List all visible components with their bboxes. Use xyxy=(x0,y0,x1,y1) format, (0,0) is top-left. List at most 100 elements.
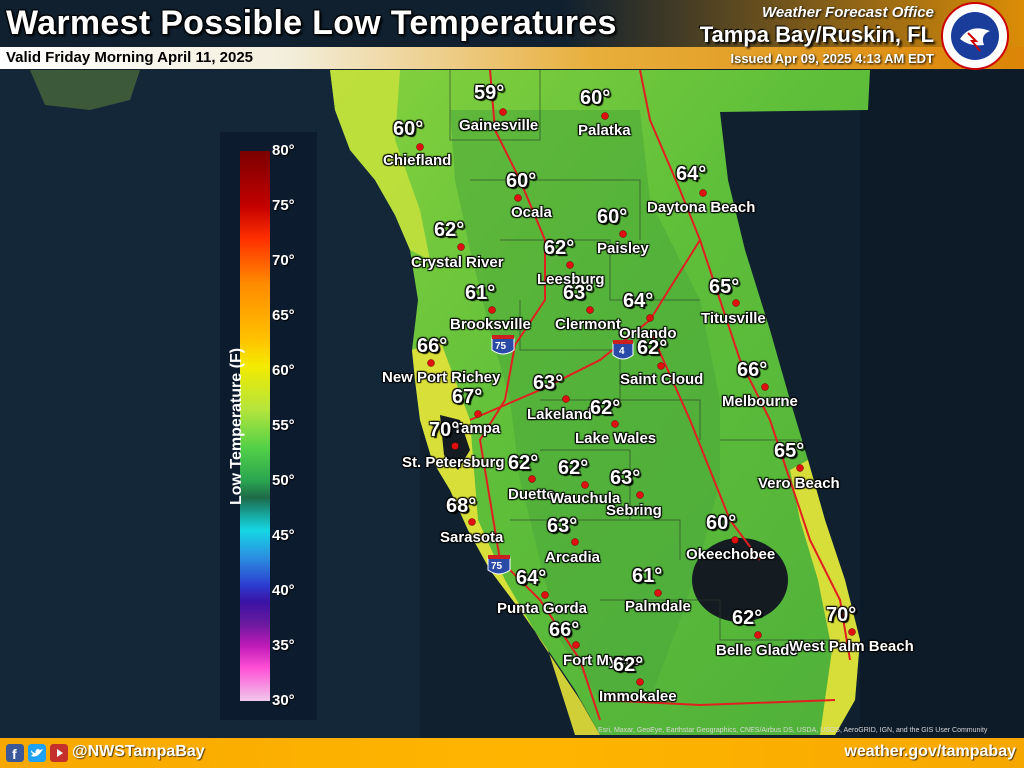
legend-tick-label: 80° xyxy=(272,142,295,159)
city-dot xyxy=(848,628,856,636)
east-coast-warm xyxy=(790,460,860,735)
city-dot xyxy=(571,538,579,546)
city-temperature: 66° xyxy=(737,359,768,381)
city-name: Crystal River xyxy=(411,254,504,271)
city-temperature: 62° xyxy=(434,219,465,241)
social-handle[interactable]: @NWSTampaBay xyxy=(72,743,205,760)
header-orange-wash xyxy=(0,0,1024,47)
valid-time: Valid Friday Morning April 11, 2025 xyxy=(6,49,254,66)
legend-color-bar xyxy=(240,151,270,701)
legend-tick-label: 55° xyxy=(272,417,295,434)
city-temperature: 60° xyxy=(393,118,424,140)
city-name: Tampa xyxy=(453,420,501,437)
city-temperature: 62° xyxy=(590,397,621,419)
big-bend-coast xyxy=(330,70,430,260)
city-temperature: 60° xyxy=(506,170,537,192)
city-name: Palmdale xyxy=(625,598,691,615)
city-dot xyxy=(572,641,580,649)
issued-time: Issued Apr 09, 2025 4:13 AM EDT xyxy=(730,51,934,66)
city-dot xyxy=(528,475,536,483)
city-dot xyxy=(646,314,654,322)
city-temperature: 65° xyxy=(774,440,805,462)
city-temperature: 67° xyxy=(452,386,483,408)
city-name: Arcadia xyxy=(545,549,601,566)
city-temperature: 62° xyxy=(732,607,763,629)
website-link[interactable]: weather.gov/tampabay xyxy=(844,743,1016,760)
city-name: Punta Gorda xyxy=(497,600,588,617)
city-dot xyxy=(654,589,662,597)
i75-north-number: 75 xyxy=(495,341,507,352)
city-name: Sarasota xyxy=(440,529,504,546)
city-name: Melbourne xyxy=(722,393,798,410)
city-dot xyxy=(499,108,507,116)
city-name: Immokalee xyxy=(599,688,677,705)
panhandle-land xyxy=(30,70,140,110)
svg-text:f: f xyxy=(12,746,17,762)
interior-green xyxy=(450,110,720,700)
city-dot xyxy=(796,464,804,472)
city-name: Duette xyxy=(508,486,555,503)
city-temperature: 59° xyxy=(474,82,505,104)
city-temperature: 64° xyxy=(516,567,547,589)
page-title: Warmest Possible Low Temperatures xyxy=(6,4,617,42)
nws-logo xyxy=(941,2,1009,70)
city-dot xyxy=(457,243,465,251)
office-label: Weather Forecast Office xyxy=(761,4,934,21)
city-name: Daytona Beach xyxy=(647,199,756,216)
office-name: Tampa Bay/Ruskin, FL xyxy=(699,22,934,47)
city-dot xyxy=(488,306,496,314)
roads xyxy=(469,69,851,721)
i75-shield-north xyxy=(491,335,515,355)
i75-south-number: 75 xyxy=(491,561,503,572)
city-dot xyxy=(731,536,739,544)
city-temperature: 60° xyxy=(580,87,611,109)
city-name: Paisley xyxy=(597,240,649,257)
city-dot xyxy=(581,481,589,489)
city-temperature: 62° xyxy=(508,452,539,474)
legend-tick-label: 45° xyxy=(272,527,295,544)
city-dot xyxy=(601,112,609,120)
city-temperature: 63° xyxy=(547,515,578,537)
city-dot xyxy=(586,306,594,314)
city-temperature: 66° xyxy=(549,619,580,641)
county-lines xyxy=(449,70,840,641)
city-dot xyxy=(699,189,707,197)
city-dot xyxy=(541,591,549,599)
city-temperature: 60° xyxy=(597,206,628,228)
city-name: Saint Cloud xyxy=(620,371,704,388)
city-temperature: 61° xyxy=(465,282,496,304)
legend-tick-label: 60° xyxy=(272,362,295,379)
map-attribution: Esri, Maxar, GeoEye, Earthstar Geographi… xyxy=(598,727,988,734)
legend-tick-label: 65° xyxy=(272,307,295,324)
legend-tick-label: 40° xyxy=(272,582,295,599)
legend-tick-label: 75° xyxy=(272,197,295,214)
city-dots xyxy=(416,108,856,686)
city-dot xyxy=(657,362,665,370)
city-temperature: 64° xyxy=(623,290,654,312)
city-name: Leesburg xyxy=(537,271,605,288)
twitter-icon[interactable] xyxy=(28,744,46,762)
city-temperature: 68° xyxy=(446,495,477,517)
youtube-icon[interactable] xyxy=(50,744,68,762)
footer-bar xyxy=(0,738,1024,768)
city-name: Orlando xyxy=(619,325,677,342)
city-dot xyxy=(761,383,769,391)
city-dot xyxy=(566,261,574,269)
city-temperature: 62° xyxy=(637,337,668,359)
city-name: Belle Glade xyxy=(716,642,798,659)
city-dot xyxy=(636,678,644,686)
city-temperature: 62° xyxy=(544,237,575,259)
lake-okeechobee xyxy=(692,538,788,622)
city-dot xyxy=(514,194,522,202)
city-name: St. Petersburg xyxy=(402,454,505,471)
city-temperature: 61° xyxy=(632,565,663,587)
city-temperature: 63° xyxy=(610,467,641,489)
city-temperature: 65° xyxy=(709,276,740,298)
i75-shield-south xyxy=(487,555,511,575)
city-dot xyxy=(468,518,476,526)
city-dot xyxy=(732,299,740,307)
facebook-icon[interactable]: f xyxy=(6,744,24,762)
city-name: Okeechobee xyxy=(686,546,776,563)
legend-tick-label: 70° xyxy=(272,252,295,269)
